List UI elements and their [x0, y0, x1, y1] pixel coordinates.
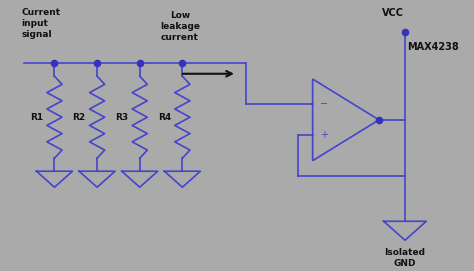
Text: R4: R4 — [158, 113, 171, 122]
Text: MAX4238: MAX4238 — [407, 43, 459, 52]
Text: Isolated
GND: Isolated GND — [384, 248, 426, 268]
Text: +: + — [320, 130, 328, 140]
Text: Low
leakage
current: Low leakage current — [160, 11, 200, 42]
Text: R1: R1 — [30, 113, 43, 122]
Text: Current
input
signal: Current input signal — [21, 8, 61, 39]
Text: −: − — [320, 99, 328, 109]
Text: R2: R2 — [73, 113, 86, 122]
Text: R3: R3 — [115, 113, 128, 122]
Text: VCC: VCC — [382, 8, 404, 18]
